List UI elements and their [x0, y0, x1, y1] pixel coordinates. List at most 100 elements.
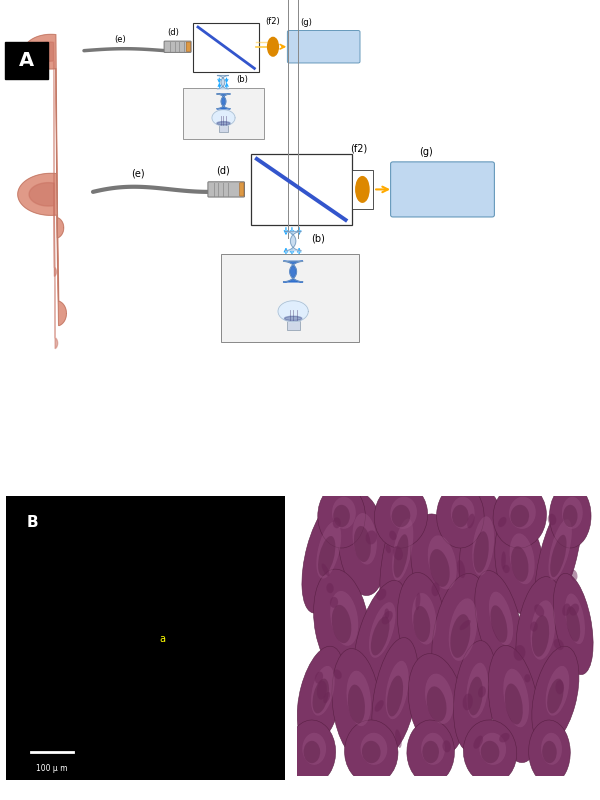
- Ellipse shape: [302, 733, 326, 765]
- Ellipse shape: [509, 497, 536, 529]
- Ellipse shape: [369, 602, 395, 658]
- Ellipse shape: [158, 742, 174, 756]
- Polygon shape: [24, 34, 64, 238]
- Ellipse shape: [74, 723, 119, 758]
- Ellipse shape: [534, 604, 544, 617]
- Ellipse shape: [473, 735, 483, 749]
- Ellipse shape: [498, 517, 506, 527]
- Bar: [193, 23, 259, 72]
- Polygon shape: [212, 110, 235, 126]
- Ellipse shape: [495, 513, 545, 615]
- Ellipse shape: [410, 514, 469, 622]
- Text: (c): (c): [260, 157, 273, 167]
- Ellipse shape: [451, 614, 470, 658]
- Ellipse shape: [313, 678, 329, 714]
- Ellipse shape: [88, 734, 106, 747]
- Ellipse shape: [322, 563, 329, 576]
- Ellipse shape: [332, 649, 381, 759]
- Ellipse shape: [163, 567, 190, 590]
- Ellipse shape: [183, 702, 199, 712]
- Ellipse shape: [317, 681, 327, 700]
- Ellipse shape: [100, 587, 178, 655]
- Ellipse shape: [463, 694, 473, 710]
- Bar: [251, 154, 352, 225]
- Ellipse shape: [489, 592, 513, 645]
- Ellipse shape: [501, 551, 506, 570]
- Ellipse shape: [334, 670, 342, 679]
- Ellipse shape: [407, 720, 454, 784]
- FancyBboxPatch shape: [208, 182, 245, 197]
- Text: (f2): (f2): [350, 144, 367, 154]
- Ellipse shape: [503, 565, 510, 573]
- Polygon shape: [285, 231, 301, 250]
- Ellipse shape: [318, 484, 365, 548]
- Ellipse shape: [354, 526, 371, 562]
- Ellipse shape: [84, 675, 157, 738]
- Ellipse shape: [421, 733, 445, 765]
- Bar: [5, 42, 48, 78]
- Ellipse shape: [330, 597, 338, 608]
- Ellipse shape: [326, 583, 334, 594]
- Ellipse shape: [371, 617, 389, 655]
- Ellipse shape: [553, 574, 593, 674]
- Ellipse shape: [362, 741, 380, 763]
- Text: (d): (d): [167, 28, 179, 37]
- Polygon shape: [278, 301, 308, 322]
- Bar: [287, 321, 299, 330]
- Ellipse shape: [566, 606, 580, 642]
- Ellipse shape: [217, 710, 235, 723]
- FancyBboxPatch shape: [164, 41, 191, 52]
- Text: (f2): (f2): [266, 17, 280, 26]
- Text: a: a: [160, 634, 166, 644]
- Ellipse shape: [432, 574, 489, 698]
- Ellipse shape: [347, 670, 371, 726]
- Ellipse shape: [175, 567, 191, 578]
- Ellipse shape: [323, 692, 330, 703]
- Ellipse shape: [311, 666, 335, 716]
- Ellipse shape: [353, 580, 407, 692]
- Ellipse shape: [268, 38, 278, 56]
- Bar: [218, 125, 229, 132]
- Ellipse shape: [302, 499, 352, 613]
- Ellipse shape: [137, 607, 156, 621]
- Ellipse shape: [374, 700, 384, 712]
- Ellipse shape: [332, 497, 356, 529]
- Text: (g): (g): [300, 18, 312, 27]
- Ellipse shape: [511, 505, 529, 527]
- Ellipse shape: [58, 604, 69, 613]
- Ellipse shape: [454, 641, 497, 751]
- Ellipse shape: [509, 534, 535, 584]
- Ellipse shape: [511, 546, 529, 582]
- Ellipse shape: [330, 591, 358, 646]
- Ellipse shape: [288, 720, 335, 784]
- Ellipse shape: [550, 484, 591, 548]
- Ellipse shape: [556, 680, 564, 694]
- Ellipse shape: [147, 732, 186, 766]
- Ellipse shape: [387, 675, 403, 717]
- Ellipse shape: [408, 654, 465, 754]
- Ellipse shape: [394, 534, 409, 578]
- Ellipse shape: [43, 623, 103, 675]
- Text: (d): (d): [217, 166, 230, 176]
- Ellipse shape: [437, 484, 484, 548]
- Ellipse shape: [391, 497, 417, 529]
- Ellipse shape: [493, 484, 547, 548]
- Ellipse shape: [427, 686, 446, 722]
- Ellipse shape: [106, 694, 135, 718]
- Ellipse shape: [562, 603, 571, 616]
- Ellipse shape: [304, 741, 320, 763]
- Ellipse shape: [91, 566, 109, 578]
- Ellipse shape: [541, 733, 562, 765]
- Bar: [221, 254, 359, 342]
- Ellipse shape: [503, 669, 529, 727]
- Ellipse shape: [413, 606, 430, 642]
- Ellipse shape: [530, 600, 555, 660]
- Ellipse shape: [547, 678, 563, 714]
- Text: (e): (e): [114, 35, 126, 44]
- Circle shape: [3, 493, 288, 783]
- Ellipse shape: [353, 513, 377, 565]
- Text: (c): (c): [199, 25, 211, 34]
- Ellipse shape: [449, 598, 478, 661]
- Ellipse shape: [217, 122, 230, 125]
- Ellipse shape: [545, 666, 569, 716]
